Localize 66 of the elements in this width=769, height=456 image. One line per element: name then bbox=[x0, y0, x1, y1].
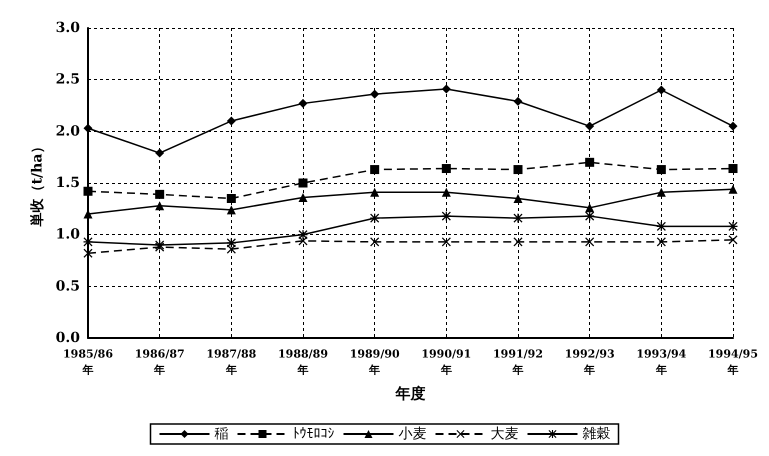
point bbox=[656, 165, 666, 174]
legend-label: 雑穀 bbox=[582, 426, 610, 442]
x-tick-label: 1991/92 年 bbox=[493, 348, 543, 376]
x-tick-label: 1993/94 年 bbox=[636, 348, 687, 376]
x-tick-label: 1987/88 年 bbox=[206, 348, 257, 376]
point bbox=[370, 188, 380, 197]
point bbox=[585, 237, 594, 246]
point bbox=[514, 194, 522, 203]
point bbox=[298, 178, 308, 188]
point bbox=[656, 237, 666, 246]
point bbox=[226, 194, 236, 203]
point bbox=[514, 165, 522, 174]
point bbox=[84, 186, 92, 196]
y-tick-label: 1.5 bbox=[56, 175, 80, 191]
point bbox=[656, 188, 666, 197]
point bbox=[84, 248, 92, 258]
point bbox=[514, 237, 522, 246]
x-tick-label: 1994/95 年 bbox=[708, 348, 758, 376]
point bbox=[370, 165, 380, 174]
point bbox=[514, 214, 522, 223]
x-tick-label: 1989/90 年 bbox=[350, 348, 400, 376]
point bbox=[585, 212, 594, 221]
point bbox=[155, 190, 164, 199]
y-tick-label: 1.0 bbox=[56, 226, 80, 243]
point bbox=[728, 164, 738, 174]
point bbox=[298, 192, 308, 202]
legend-label: ﾄｳﾓﾛｺｼ bbox=[292, 426, 334, 442]
point bbox=[728, 184, 738, 194]
point bbox=[298, 98, 308, 108]
y-tick-label: 0.5 bbox=[56, 278, 80, 294]
point bbox=[728, 235, 738, 244]
point bbox=[84, 124, 92, 133]
legend-label: 小麦 bbox=[398, 426, 426, 442]
point bbox=[442, 212, 451, 221]
y-tick-label: 2.0 bbox=[56, 123, 80, 140]
x-tick-label: 1986/87 年 bbox=[134, 348, 185, 376]
point bbox=[442, 164, 451, 174]
point bbox=[226, 205, 236, 214]
point bbox=[728, 122, 738, 131]
point bbox=[585, 158, 594, 167]
point bbox=[442, 84, 451, 94]
x-axis-title: 年度 bbox=[394, 384, 426, 402]
point bbox=[442, 237, 451, 246]
point bbox=[585, 122, 594, 131]
legend-label: 稲 bbox=[214, 426, 228, 442]
y-tick-label: 2.5 bbox=[56, 72, 80, 88]
x-tick-label: 1985/86 年 bbox=[63, 348, 114, 376]
legend-label: 大麦 bbox=[490, 426, 518, 442]
y-tick-label: 0.0 bbox=[56, 330, 80, 346]
point bbox=[442, 188, 451, 197]
x-tick-label: 1988/89 年 bbox=[278, 348, 328, 376]
point bbox=[585, 203, 594, 212]
point bbox=[656, 86, 666, 94]
point bbox=[155, 148, 164, 158]
point bbox=[226, 116, 236, 126]
point bbox=[514, 96, 522, 106]
y-tick-label: 3.0 bbox=[56, 20, 80, 36]
x-tick-label: 1992/93 年 bbox=[564, 348, 615, 376]
point bbox=[155, 201, 164, 210]
y-axis-title: 単收（t/ha） bbox=[30, 140, 46, 228]
point bbox=[155, 240, 164, 250]
x-tick-label: 1990/91 年 bbox=[421, 348, 472, 376]
point bbox=[370, 237, 380, 246]
point bbox=[298, 230, 308, 240]
point bbox=[370, 214, 380, 223]
point bbox=[370, 90, 380, 99]
